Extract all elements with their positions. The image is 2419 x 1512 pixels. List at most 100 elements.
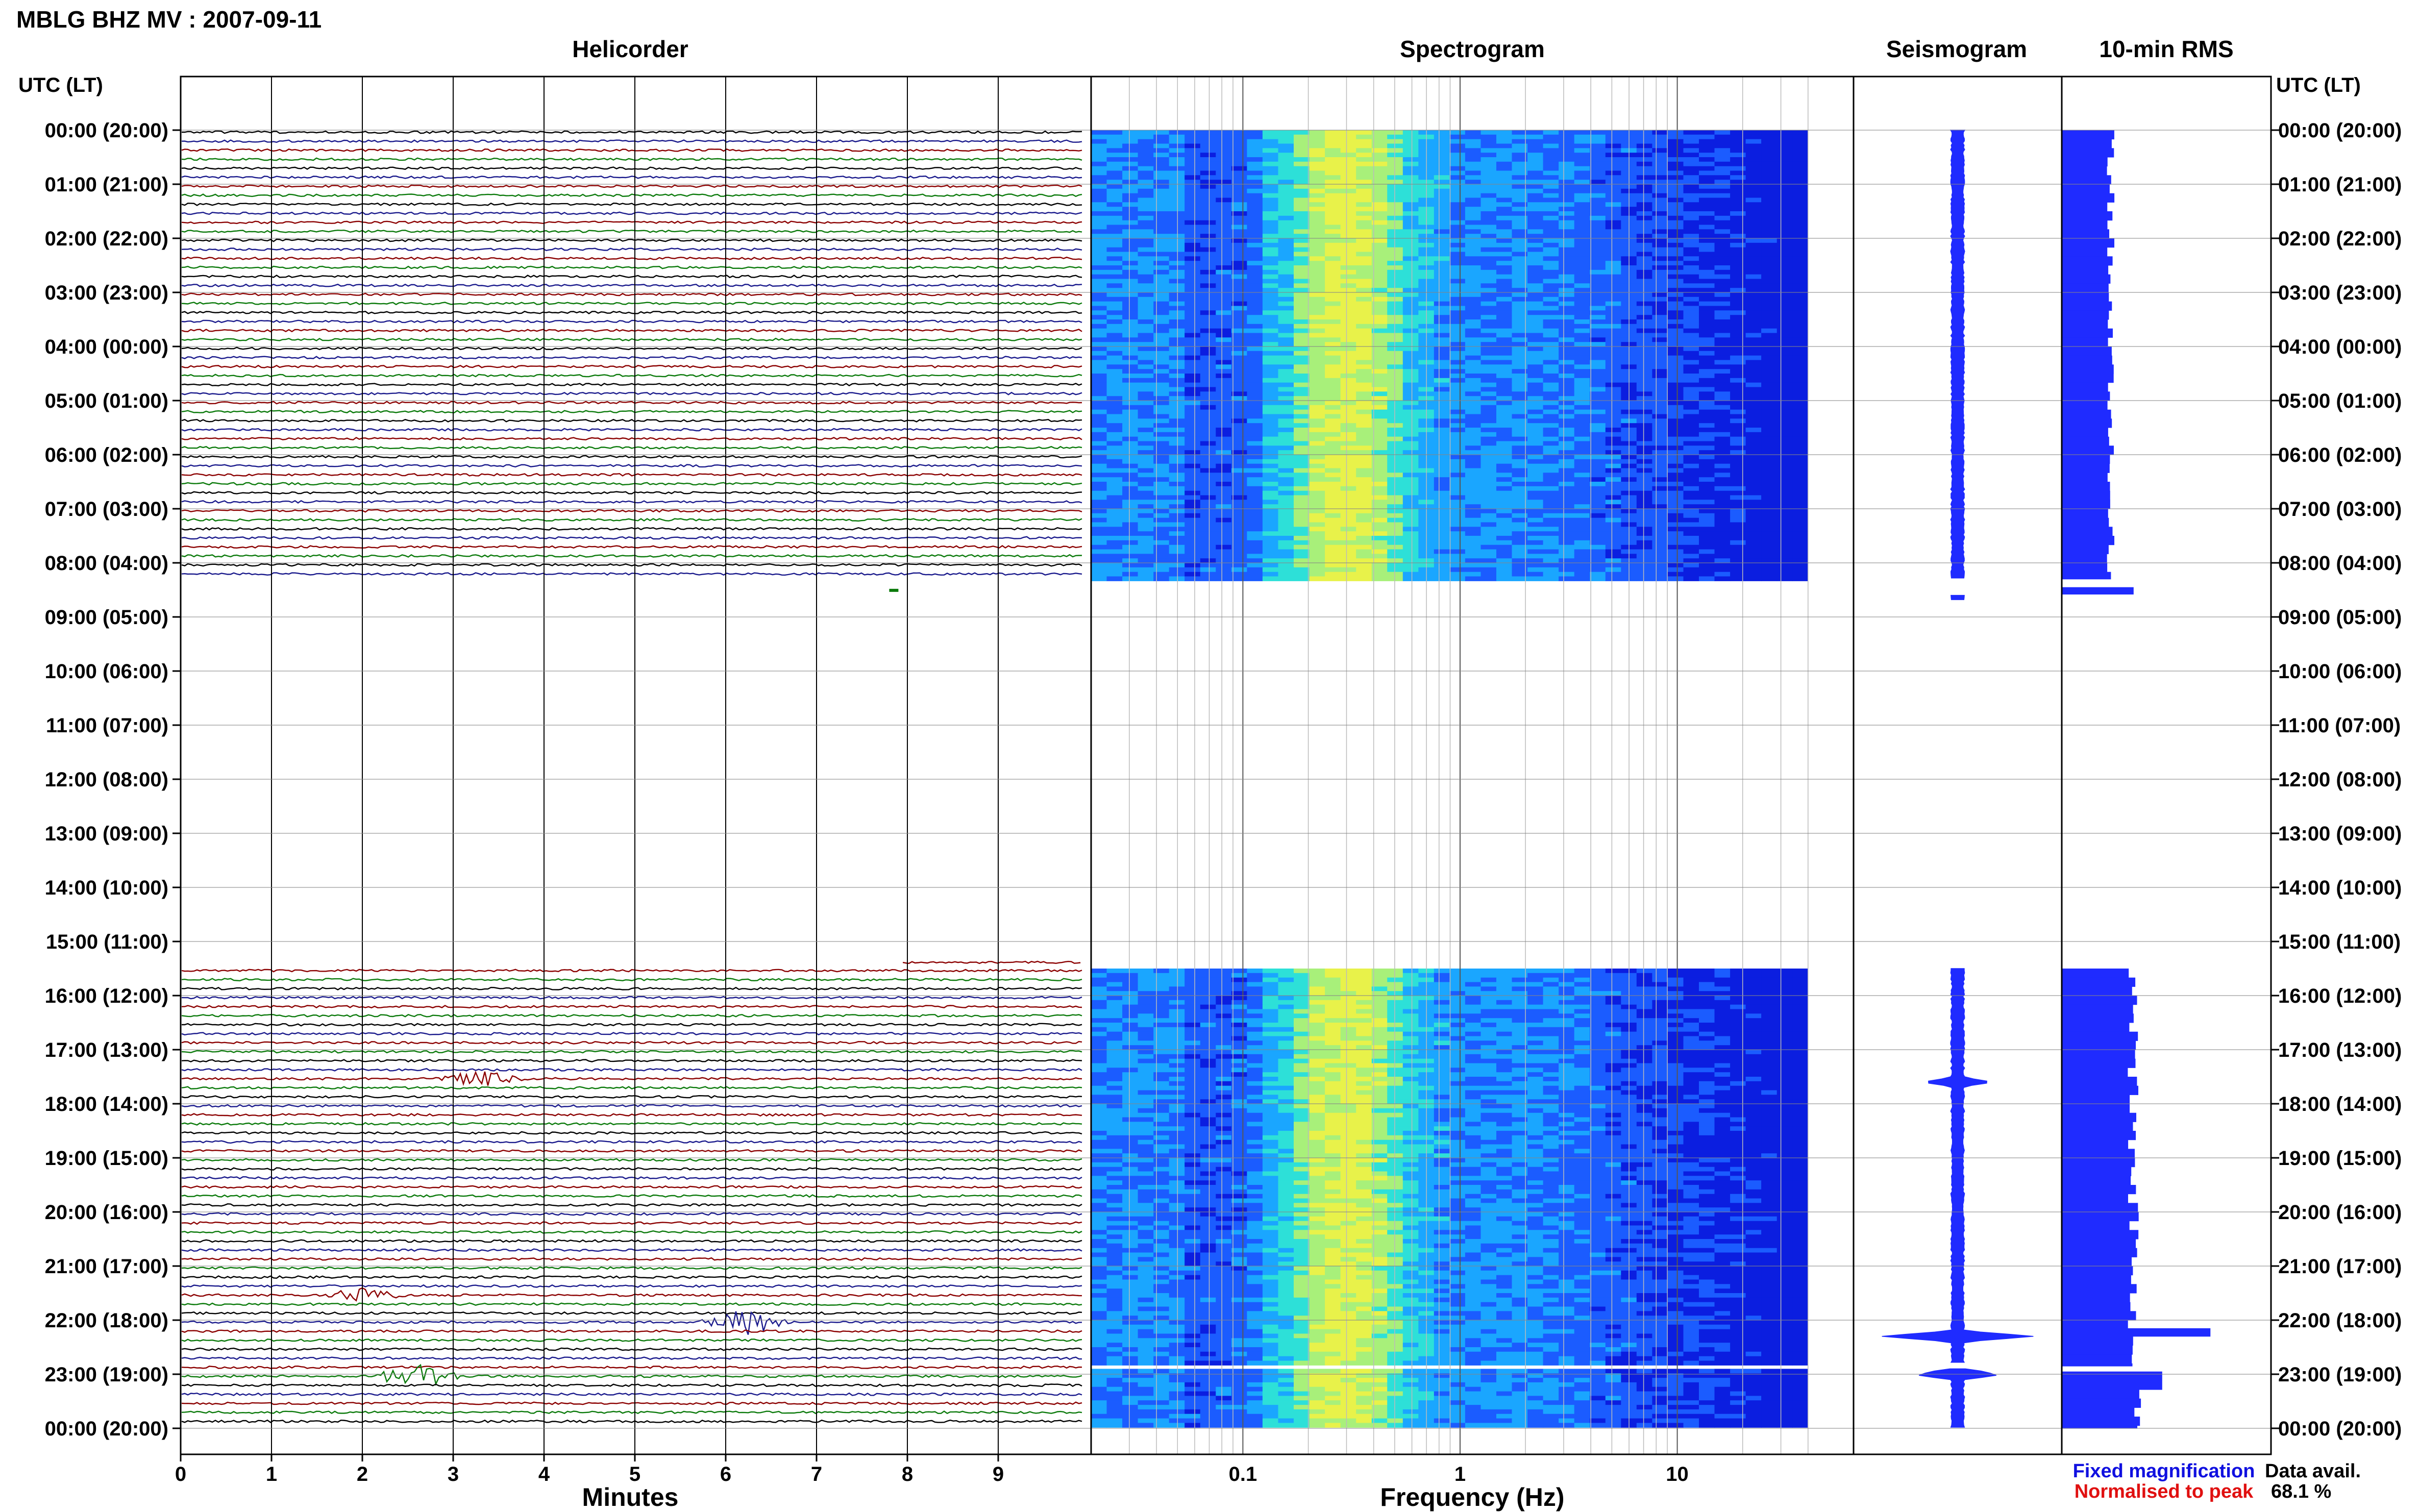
spectrogram-cell <box>1792 567 1809 573</box>
spectrogram-cell <box>1714 220 1731 226</box>
spectrogram-cell <box>1402 468 1419 473</box>
spectrogram-cell <box>1184 301 1201 307</box>
spectrogram-cell <box>1667 315 1684 320</box>
spectrogram-cell <box>1231 180 1247 185</box>
spectrogram-cell <box>1262 486 1278 491</box>
spectrogram-cell <box>1231 432 1247 437</box>
spectrogram-cell <box>1340 567 1356 573</box>
spectrogram-cell <box>1184 269 1201 275</box>
spectrogram-cell <box>1496 360 1513 365</box>
spectrogram-cell <box>1356 459 1372 464</box>
spectrogram-cell <box>1387 229 1403 234</box>
spectrogram-cell <box>1216 396 1232 401</box>
spectrogram-cell <box>1371 166 1388 171</box>
spectrogram-cell <box>1465 490 1481 496</box>
spectrogram-cell <box>1730 982 1746 987</box>
spectrogram-cell <box>1527 337 1544 342</box>
spectrogram-cell <box>1496 374 1513 379</box>
spectrogram-cell <box>1387 148 1403 153</box>
spectrogram-cell <box>1247 468 1263 473</box>
spectrogram-cell <box>1402 509 1419 514</box>
spectrogram-cell <box>1730 351 1746 356</box>
spectrogram-cell <box>1559 360 1575 365</box>
spectrogram-cell <box>1761 991 1778 996</box>
spectrogram-cell <box>1091 477 1107 482</box>
spectrogram-cell <box>1091 333 1107 338</box>
spectrogram-cell <box>1574 486 1590 491</box>
spectrogram-cell <box>1371 544 1388 550</box>
spectrogram-cell <box>1091 337 1107 342</box>
spectrogram-cell <box>1496 288 1513 293</box>
spectrogram-cell <box>1559 157 1575 162</box>
spectrogram-cell <box>1465 220 1481 226</box>
spectrogram-cell <box>1527 486 1544 491</box>
spectrogram-cell <box>1745 139 1762 144</box>
spectrogram-cell <box>1402 445 1419 451</box>
spectrogram-cell <box>1356 409 1372 415</box>
spectrogram-cell <box>1714 342 1731 347</box>
spectrogram-cell <box>1184 996 1201 1001</box>
spectrogram-cell <box>1745 319 1762 325</box>
spectrogram-cell <box>1356 418 1372 424</box>
spectrogram-cell <box>1512 517 1528 523</box>
spectrogram-cell <box>1792 1000 1809 1005</box>
spectrogram-cell <box>1200 490 1216 496</box>
spectrogram-cell <box>1216 306 1232 311</box>
spectrogram-cell <box>1605 279 1621 284</box>
spectrogram-cell <box>1184 342 1201 347</box>
spectrogram-cell <box>1247 310 1263 315</box>
spectrogram-cell <box>1730 490 1746 496</box>
spectrogram-cell <box>1605 536 1621 541</box>
spectrogram-cell <box>1574 288 1590 293</box>
spectrogram-cell <box>1200 441 1216 446</box>
spectrogram-cell <box>1605 455 1621 460</box>
spectrogram-cell <box>1106 414 1123 419</box>
spectrogram-cell <box>1371 256 1388 261</box>
spectrogram-cell <box>1294 441 1310 446</box>
spectrogram-cell <box>1434 188 1450 194</box>
spectrogram-cell <box>1559 296 1575 302</box>
spectrogram-cell <box>1169 473 1185 478</box>
spectrogram-cell <box>1231 473 1247 478</box>
spectrogram-cell <box>1184 387 1201 392</box>
spectrogram-cell <box>1153 544 1170 550</box>
spectrogram-cell <box>1792 292 1809 298</box>
spectrogram-cell <box>1200 563 1216 568</box>
spectrogram-cell <box>1543 342 1559 347</box>
spectrogram-cell <box>1340 378 1356 383</box>
spectrogram-cell <box>1387 130 1403 135</box>
spectrogram-cell <box>1590 134 1606 140</box>
spectrogram-cell <box>1636 517 1652 523</box>
spectrogram-cell <box>1761 242 1778 248</box>
spectrogram-cell <box>1247 1000 1263 1005</box>
spectrogram-cell <box>1527 139 1544 144</box>
spectrogram-cell <box>1169 450 1185 455</box>
spectrogram-cell <box>1262 1000 1278 1005</box>
spectrogram-cell <box>1683 969 1699 974</box>
spectrogram-cell <box>1683 463 1699 469</box>
spectrogram-cell <box>1325 288 1341 293</box>
spectrogram-cell <box>1122 576 1139 581</box>
spectrogram-cell <box>1761 143 1778 148</box>
spectrogram-cell <box>1527 265 1544 270</box>
spectrogram-cell <box>1294 500 1310 505</box>
spectrogram-cell <box>1699 428 1715 433</box>
spectrogram-cell <box>1402 1000 1419 1005</box>
spectrogram-cell <box>1776 351 1793 356</box>
spectrogram-cell <box>1559 982 1575 987</box>
spectrogram-cell <box>1480 342 1497 347</box>
spectrogram-cell <box>1184 328 1201 334</box>
spectrogram-cell <box>1745 148 1762 153</box>
spectrogram-cell <box>1730 139 1746 144</box>
spectrogram-cell <box>1247 234 1263 239</box>
spectrogram-cell <box>1153 296 1170 302</box>
spectrogram-cell <box>1169 486 1185 491</box>
spectrogram-cell <box>1325 986 1341 992</box>
spectrogram-cell <box>1153 536 1170 541</box>
spectrogram-cell <box>1169 986 1185 992</box>
spectrogram-cell <box>1387 364 1403 369</box>
spectrogram-cell <box>1776 242 1793 248</box>
spectrogram-cell <box>1184 306 1201 311</box>
spectrogram-cell <box>1574 333 1590 338</box>
spectrogram-cell <box>1278 540 1294 546</box>
